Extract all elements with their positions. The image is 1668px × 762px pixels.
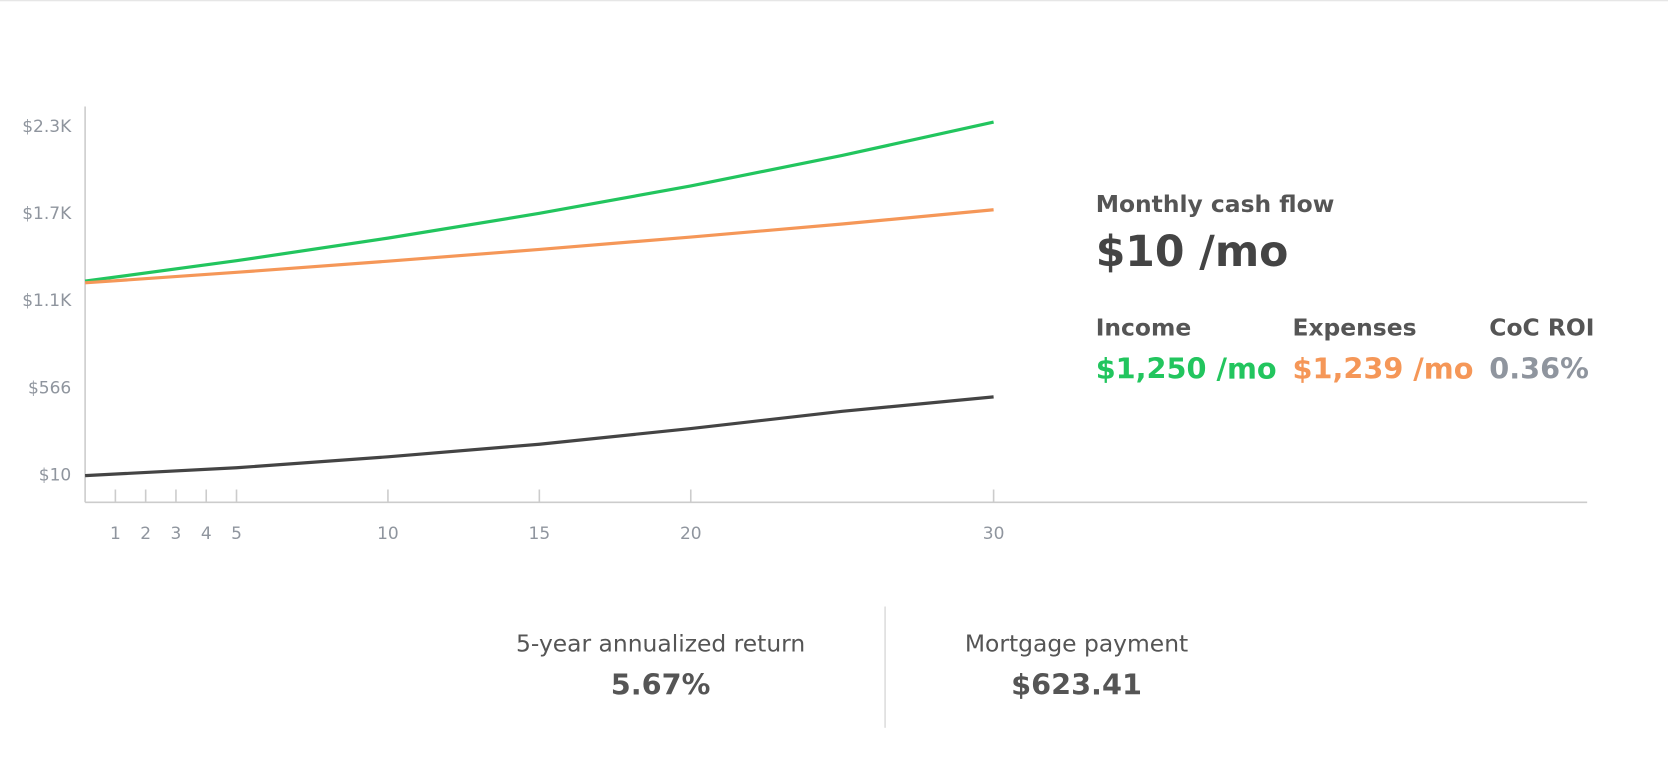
y-tick-label: $2.3K [22,117,72,137]
stat-value: $1,250 /mo [1096,351,1277,385]
summary-title: Monthly cash flow [1096,190,1335,218]
stat-value: $1,239 /mo [1292,351,1473,385]
x-tick-label: 3 [171,524,182,544]
series-line [85,395,994,478]
y-tick-label: $1.1K [22,291,72,311]
stat-label: Expenses [1292,313,1416,341]
footer-label: Mortgage payment [965,629,1188,657]
y-tick-label: $1.7K [22,204,72,224]
footer-value: $623.41 [1011,667,1142,701]
series-line [84,120,994,283]
x-tick-label: 30 [983,524,1005,544]
x-tick-label: 5 [231,524,242,544]
x-tick-label: 4 [201,524,212,544]
footer-label: 5-year annualized return [516,629,805,657]
x-tick-label: 15 [529,524,551,544]
y-tick-label: $10 [39,466,71,486]
footer-value: 5.67% [611,667,711,701]
summary-value: $10 /mo [1096,228,1289,277]
stat-value: 0.36% [1489,351,1589,385]
stat-label: Income [1096,313,1192,341]
x-tick-label: 2 [140,524,151,544]
x-tick-label: 10 [377,524,399,544]
series-line [84,208,994,285]
stat-label: CoC ROI [1489,313,1594,341]
x-tick-label: 1 [110,524,121,544]
y-tick-label: $566 [28,378,71,398]
x-tick-label: 20 [680,524,702,544]
